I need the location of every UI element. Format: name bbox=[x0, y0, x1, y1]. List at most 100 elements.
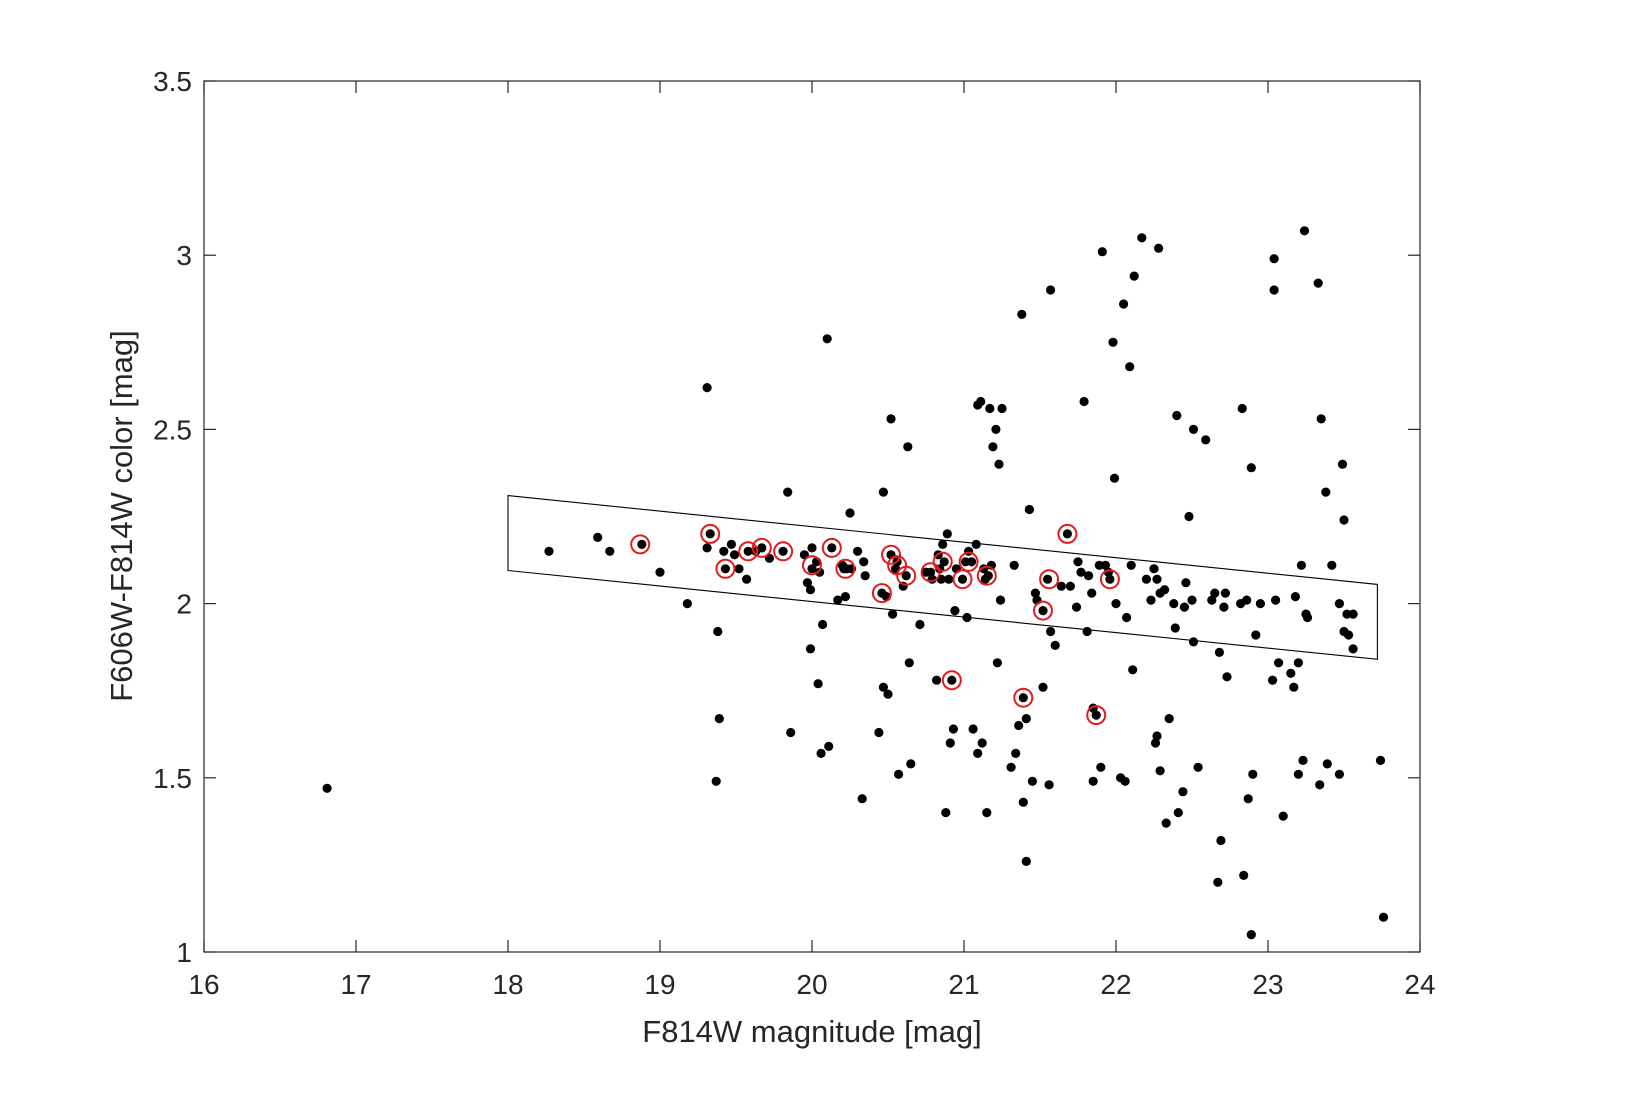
highlighted-point-circle bbox=[1033, 600, 1053, 621]
data-point bbox=[1193, 762, 1203, 772]
data-point bbox=[1269, 254, 1279, 264]
data-point bbox=[743, 546, 753, 556]
data-point bbox=[1327, 560, 1337, 570]
data-point bbox=[878, 487, 889, 497]
data-point bbox=[976, 396, 986, 407]
data-point bbox=[729, 550, 740, 560]
data-point bbox=[1046, 626, 1056, 637]
data-point bbox=[1269, 285, 1279, 295]
data-point bbox=[1082, 626, 1092, 637]
data-point bbox=[742, 574, 752, 584]
x-tick-label: 17 bbox=[340, 969, 371, 1000]
data-point bbox=[1150, 738, 1161, 748]
data-point bbox=[845, 508, 855, 518]
data-point bbox=[1011, 748, 1021, 759]
data-point bbox=[1021, 856, 1031, 867]
data-point bbox=[1237, 403, 1247, 414]
highlighted-point-circle bbox=[896, 565, 917, 586]
data-point bbox=[322, 783, 332, 793]
data-point bbox=[827, 543, 837, 553]
data-point bbox=[1321, 487, 1331, 497]
data-point bbox=[1337, 459, 1348, 469]
x-tick-label: 21 bbox=[948, 969, 979, 1000]
data-point bbox=[883, 689, 893, 699]
x-tick-label: 23 bbox=[1252, 969, 1283, 1000]
data-point bbox=[1071, 602, 1082, 612]
data-point bbox=[1173, 808, 1183, 818]
data-point bbox=[878, 682, 889, 692]
data-point bbox=[1105, 574, 1115, 584]
axes-frame bbox=[203, 80, 1421, 953]
data-point bbox=[783, 487, 793, 497]
highlighted-point-circle bbox=[773, 541, 794, 562]
data-point bbox=[901, 571, 911, 581]
highlighted-point-circle bbox=[952, 569, 973, 590]
data-points-layer bbox=[322, 226, 1389, 940]
y-tick-label: 2 bbox=[176, 589, 192, 620]
data-point bbox=[1178, 787, 1188, 797]
data-point bbox=[682, 599, 693, 609]
data-point bbox=[1073, 557, 1083, 567]
data-point bbox=[1056, 581, 1066, 591]
data-point bbox=[1293, 658, 1303, 668]
data-point bbox=[1213, 877, 1223, 887]
highlighted-point-circle bbox=[738, 541, 759, 562]
data-point bbox=[1219, 602, 1229, 612]
data-point bbox=[1246, 930, 1256, 940]
data-point bbox=[991, 424, 1001, 434]
data-point bbox=[1201, 435, 1211, 445]
data-point bbox=[973, 748, 983, 759]
data-point bbox=[939, 557, 949, 567]
data-point bbox=[807, 543, 817, 553]
data-point bbox=[1220, 588, 1230, 598]
data-point bbox=[1155, 766, 1165, 776]
data-point bbox=[938, 539, 948, 550]
data-point bbox=[702, 543, 712, 553]
plot-area bbox=[204, 81, 1420, 952]
highlighted-point-circle bbox=[751, 537, 772, 558]
data-point bbox=[985, 403, 995, 414]
highlighted-point-circle bbox=[958, 551, 979, 572]
y-tick-label: 1.5 bbox=[153, 763, 192, 794]
data-point bbox=[1239, 870, 1249, 881]
data-point bbox=[655, 567, 665, 577]
data-point bbox=[992, 658, 1003, 668]
y-axis-label: F606W-F814W color [mag] bbox=[104, 330, 139, 702]
data-point bbox=[1027, 776, 1037, 786]
data-point bbox=[711, 776, 721, 786]
data-point bbox=[1122, 612, 1132, 623]
y-tick-label: 3.5 bbox=[153, 66, 192, 97]
data-point bbox=[1222, 672, 1232, 682]
data-point bbox=[1014, 720, 1024, 731]
data-point bbox=[1289, 682, 1299, 692]
data-point bbox=[1146, 595, 1156, 605]
data-point bbox=[1296, 560, 1306, 570]
x-tick-label: 19 bbox=[644, 969, 675, 1000]
data-point bbox=[1129, 271, 1139, 281]
highlighted-point-circle bbox=[941, 670, 962, 691]
data-point bbox=[1290, 592, 1300, 602]
highlighted-point-circle bbox=[1013, 687, 1034, 708]
data-point bbox=[1161, 818, 1171, 828]
data-point bbox=[713, 626, 723, 637]
data-point bbox=[950, 606, 960, 616]
data-point bbox=[1255, 599, 1265, 609]
data-point bbox=[903, 442, 913, 452]
data-point bbox=[857, 794, 867, 804]
data-point bbox=[948, 724, 959, 734]
data-point bbox=[714, 714, 724, 724]
data-point bbox=[1120, 776, 1130, 786]
highlighted-point-circle bbox=[821, 537, 842, 558]
data-point bbox=[786, 727, 796, 738]
data-point bbox=[1065, 581, 1075, 591]
highlighted-point-circle bbox=[932, 551, 953, 572]
data-point bbox=[874, 727, 884, 738]
y-axis-ticks: 1 1.5 2 2.5 3 3.5 bbox=[153, 66, 1420, 968]
data-point bbox=[1207, 595, 1217, 605]
data-point bbox=[1322, 759, 1332, 769]
data-point bbox=[1286, 668, 1296, 678]
data-point bbox=[1271, 595, 1281, 605]
data-point bbox=[968, 724, 978, 734]
data-point bbox=[1062, 529, 1072, 539]
data-point bbox=[1169, 599, 1179, 609]
